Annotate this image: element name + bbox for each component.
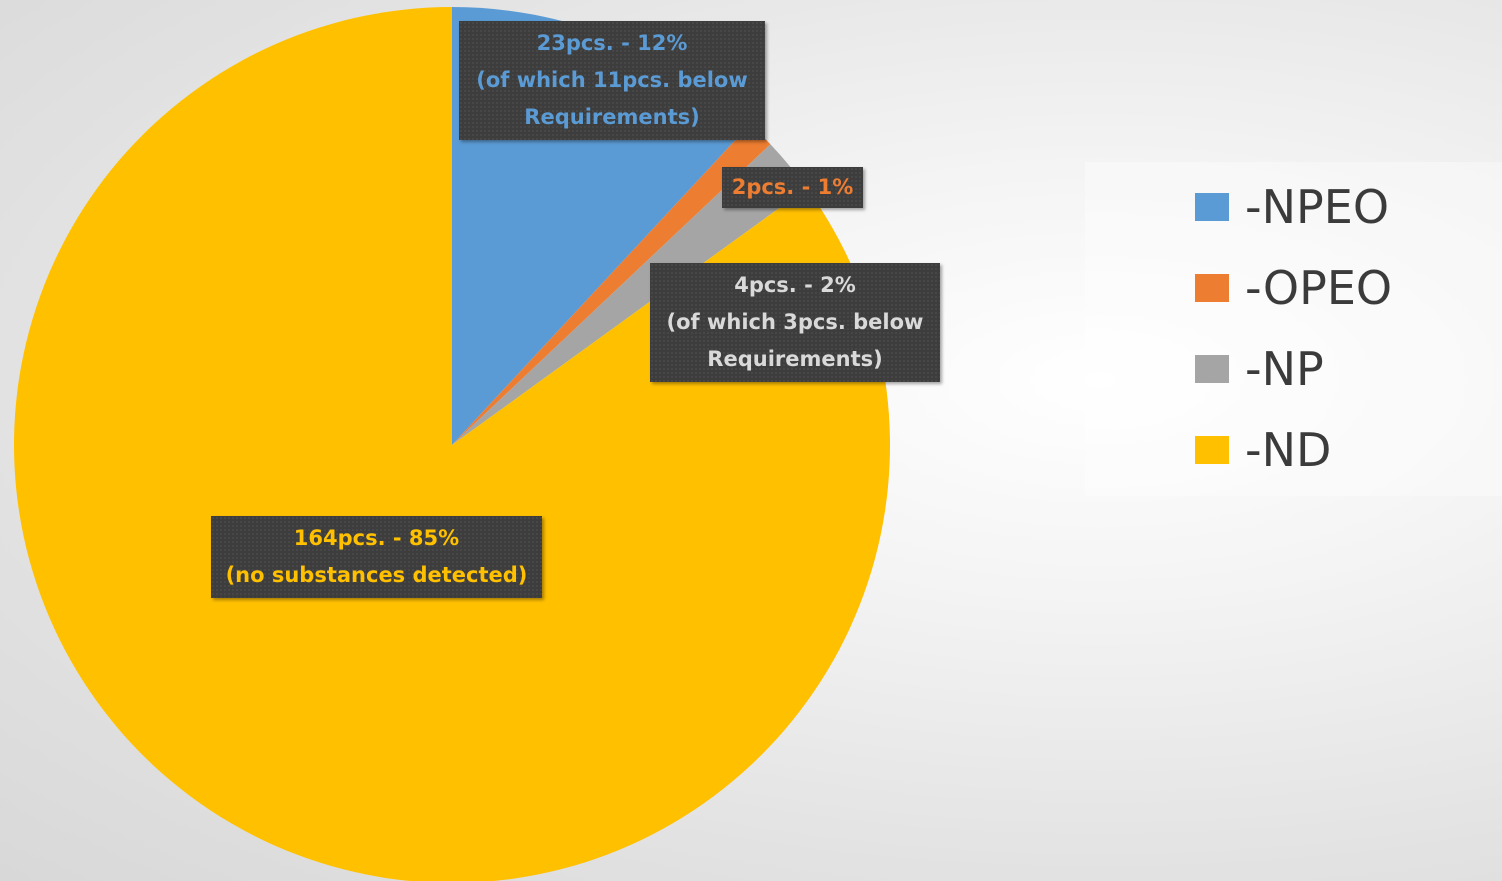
- legend-swatch-opeo: [1195, 274, 1229, 302]
- legend-item-npeo: -NPEO: [1195, 177, 1389, 237]
- data-label-nd-line: 164pcs. - 85%: [293, 526, 460, 550]
- legend-swatch-nd: [1195, 436, 1229, 464]
- pie-slice-opeo: [452, 124, 771, 446]
- legend-swatch-np: [1195, 355, 1229, 383]
- data-label-np-line: (of which 3pcs. below: [666, 310, 924, 334]
- data-label-np: 4pcs. - 2% (of which 3pcs. below Requireme…: [650, 263, 940, 382]
- legend-item-opeo: -OPEO: [1195, 258, 1392, 318]
- chart-legend: -NPEO -OPEO -NP -ND: [1085, 162, 1502, 496]
- data-label-np-line: Requirements): [707, 347, 883, 371]
- legend-label-np: -NP: [1245, 342, 1324, 396]
- data-label-np-line: 4pcs. - 2%: [734, 273, 856, 297]
- legend-item-np: -NP: [1195, 339, 1324, 399]
- data-label-npeo-line: 23pcs. - 12%: [536, 31, 688, 55]
- legend-swatch-npeo: [1195, 193, 1229, 221]
- data-label-nd: 164pcs. - 85% (no substances detected): [211, 516, 542, 598]
- legend-label-nd: -ND: [1245, 423, 1332, 477]
- pie-slice-np: [452, 144, 807, 446]
- data-label-opeo-line: 2pcs. - 1%: [731, 175, 854, 199]
- pie-slice-nd: [14, 7, 890, 881]
- legend-item-nd: -ND: [1195, 420, 1331, 480]
- data-label-npeo: 23pcs. - 12% (of which 11pcs. below Requir…: [459, 21, 765, 140]
- data-label-nd-line: (no substances detected): [225, 563, 528, 587]
- data-label-opeo: 2pcs. - 1%: [722, 167, 863, 208]
- legend-label-opeo: -OPEO: [1245, 261, 1393, 315]
- legend-label-npeo: -NPEO: [1245, 180, 1390, 234]
- data-label-npeo-line: (of which 11pcs. below: [476, 68, 748, 92]
- data-label-npeo-line: Requirements): [524, 105, 700, 129]
